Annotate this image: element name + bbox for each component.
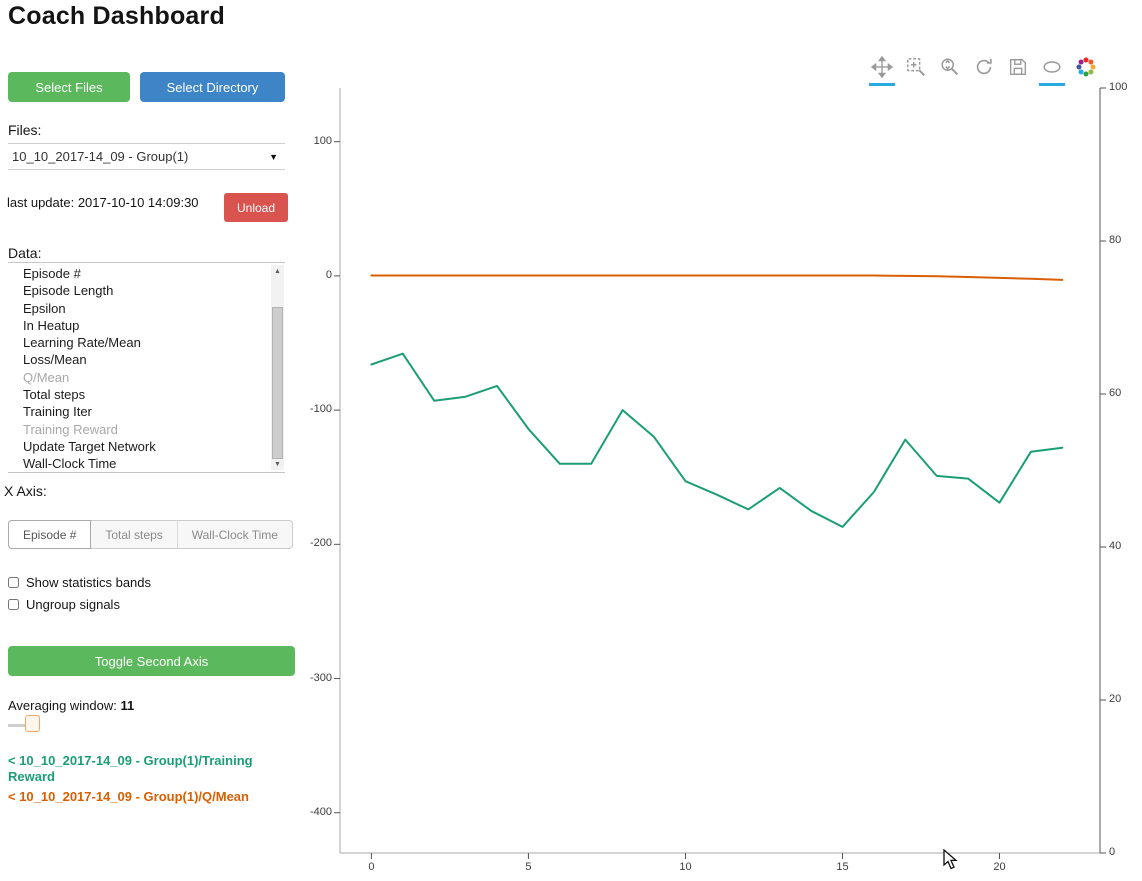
bokeh-logo-icon[interactable]: [1072, 56, 1100, 86]
mouse-cursor: [942, 848, 958, 876]
pan-icon[interactable]: [868, 56, 896, 86]
tick-label: 20: [1109, 693, 1122, 705]
tick-label: 5: [525, 861, 532, 873]
ungroup-signals-label: Ungroup signals: [26, 597, 120, 612]
x-axis-option[interactable]: Wall-Clock Time: [191, 527, 278, 542]
scroll-down-icon[interactable]: ▼: [274, 460, 281, 468]
hover-icon[interactable]: [1038, 56, 1066, 86]
data-list-item[interactable]: Loss/Mean: [23, 352, 87, 368]
data-list-item[interactable]: Learning Rate/Mean: [23, 335, 141, 351]
ungroup-signals-row: Ungroup signals: [8, 597, 120, 612]
tick-label: 40: [1109, 540, 1122, 552]
save-icon[interactable]: [1004, 56, 1032, 86]
tick-label: 10: [679, 861, 692, 873]
bokeh-toolbar: [868, 56, 1100, 86]
show-statistics-bands-checkbox[interactable]: [8, 577, 19, 588]
tick-label: 0: [368, 861, 375, 873]
data-list-item[interactable]: Update Target Network: [23, 438, 156, 454]
data-label: Data:: [8, 245, 42, 261]
averaging-window-value: 11: [120, 698, 135, 713]
unload-button[interactable]: Unload: [224, 193, 288, 222]
tick-label: 0: [325, 268, 332, 281]
active-tool-underline: [1039, 83, 1065, 86]
scrollbar-thumb[interactable]: [272, 307, 283, 459]
averaging-window-slider-track[interactable]: [8, 724, 40, 727]
toggle-second-axis-button[interactable]: Toggle Second Axis: [8, 646, 295, 676]
data-list-item[interactable]: Epsilon: [23, 300, 66, 316]
files-select-value: 10_10_2017-14_09 - Group(1): [12, 149, 189, 164]
wheel-zoom-icon[interactable]: [936, 56, 964, 86]
files-label: Files:: [8, 122, 42, 138]
show-statistics-bands-row: Show statistics bands: [8, 575, 151, 590]
data-list-item[interactable]: In Heatup: [23, 317, 80, 333]
data-list-item[interactable]: Episode Length: [23, 283, 114, 299]
tick-label: 20: [993, 861, 1006, 873]
box-zoom-icon[interactable]: [902, 56, 930, 86]
reset-icon[interactable]: [970, 56, 998, 86]
tick-label: 100: [1109, 81, 1128, 93]
page-title: Coach Dashboard: [8, 2, 225, 30]
files-select[interactable]: 10_10_2017-14_09 - Group(1) ▼: [8, 143, 285, 170]
data-list-item[interactable]: Total steps: [23, 387, 86, 403]
scroll-up-icon[interactable]: ▲: [274, 267, 281, 275]
last-update-text: last update: 2017-10-10 14:09:30: [7, 195, 199, 210]
select-files-button[interactable]: Select Files: [8, 72, 130, 102]
ungroup-signals-checkbox[interactable]: [8, 599, 19, 610]
tick-label: -100: [309, 403, 332, 416]
tick-label: 0: [1109, 846, 1116, 858]
averaging-window-slider-handle[interactable]: [25, 715, 40, 732]
data-list-item[interactable]: Training Iter: [23, 404, 92, 420]
data-list-item[interactable]: Q/Mean: [23, 369, 70, 385]
x-axis-label: X Axis:: [4, 483, 47, 499]
data-list-item[interactable]: Wall-Clock Time: [23, 456, 117, 472]
legend-item[interactable]: < 10_10_2017-14_09 - Group(1)/Training R…: [8, 753, 253, 784]
averaging-window-label: Averaging window: 11: [8, 698, 134, 713]
select-directory-button[interactable]: Select Directory: [140, 72, 285, 102]
tick-label: 60: [1109, 387, 1122, 399]
tick-label: -300: [309, 671, 332, 684]
tick-label: 80: [1109, 234, 1122, 246]
legend: < 10_10_2017-14_09 - Group(1)/Training R…: [8, 753, 290, 805]
x-axis-option[interactable]: Total steps: [91, 521, 178, 548]
dropdown-caret-icon: ▼: [269, 151, 278, 162]
plot-area[interactable]: [340, 88, 1100, 853]
legend-item[interactable]: < 10_10_2017-14_09 - Group(1)/Q/Mean: [8, 789, 249, 804]
scrollbar[interactable]: ▲ ▼: [271, 265, 284, 470]
data-list-item[interactable]: Episode #: [23, 266, 81, 281]
averaging-window-text: Averaging window:: [8, 698, 117, 713]
tick-label: -200: [309, 537, 332, 550]
show-statistics-bands-label: Show statistics bands: [26, 575, 152, 590]
data-list-item[interactable]: Training Reward: [23, 421, 118, 437]
data-signal-list[interactable]: Episode # Episode Length Epsilon In Heatup L…: [8, 262, 285, 473]
x-axis-option[interactable]: Episode #: [8, 520, 92, 549]
tick-label: 100: [313, 134, 332, 147]
tick-label: 15: [836, 861, 849, 873]
active-tool-underline: [869, 83, 895, 86]
tick-label: -400: [309, 805, 332, 818]
x-axis-radio-group: Episode # Total steps Wall-Clock Time: [8, 520, 293, 549]
